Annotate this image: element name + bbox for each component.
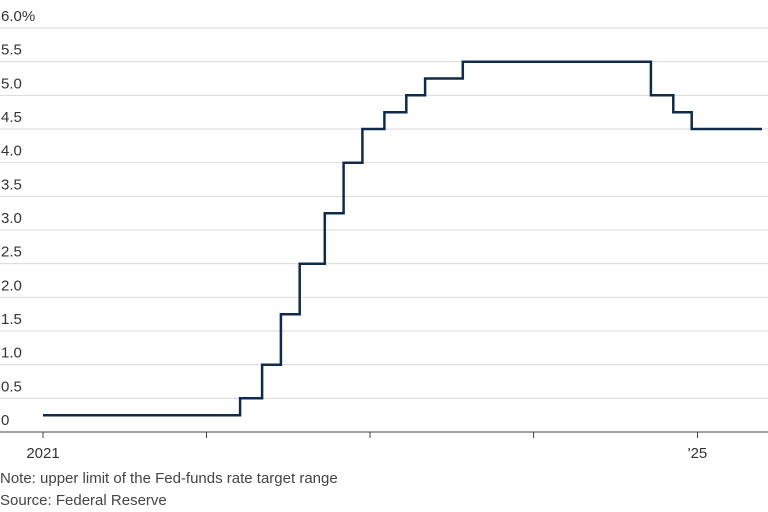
chart-note: Note: upper limit of the Fed-funds rate …	[0, 470, 338, 487]
rate-series-line	[43, 60, 762, 417]
gridlines	[0, 27, 768, 399]
y-tick-label: 2.0	[1, 277, 22, 294]
x-tick-label: 2021	[26, 445, 59, 462]
y-tick-label: 5.5	[1, 42, 22, 59]
y-tick-label: 2.5	[1, 244, 22, 261]
y-tick-label: 5.0	[1, 75, 22, 92]
series-layer	[43, 60, 762, 417]
y-tick-label: 1.5	[1, 311, 22, 328]
y-tick-label: 1.0	[1, 345, 22, 362]
y-axis-labels: 0 0.5 1.0 1.5 2.0 2.5 3.0 3.5 4.0 4.5 5.0 5.5 6.0%	[1, 8, 35, 429]
y-tick-label: 4.0	[1, 143, 22, 160]
y-tick-label: 6.0%	[1, 8, 35, 25]
chart-source: Source: Federal Reserve	[0, 492, 167, 509]
x-axis	[0, 431, 768, 438]
fed-funds-chart: 0 0.5 1.0 1.5 2.0 2.5 3.0 3.5 4.0 4.5 5.0 5.5 6.0% 2…	[0, 8, 768, 462]
x-axis-labels: 2021 '25	[26, 445, 707, 462]
y-tick-label: 0	[1, 412, 9, 429]
y-tick-label: 3.5	[1, 176, 22, 193]
y-tick-label: 3.0	[1, 210, 22, 227]
y-tick-label: 4.5	[1, 109, 22, 126]
x-tick-label: '25	[688, 445, 708, 462]
y-tick-label: 0.5	[1, 378, 22, 395]
